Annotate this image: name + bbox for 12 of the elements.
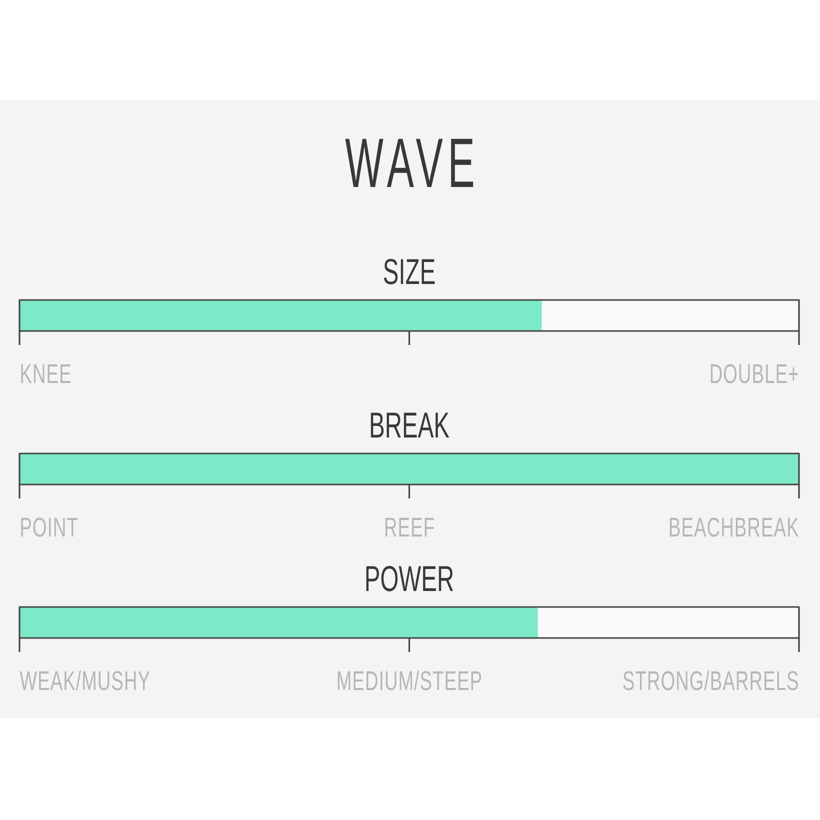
y-tick-label: SIZE	[384, 258, 435, 284]
annotation: BEACHBREAK	[670, 518, 799, 537]
y-tick-label: POWER	[366, 566, 454, 592]
annotation: KNEE	[21, 364, 71, 383]
annotation: DOUBLE+	[710, 364, 798, 384]
text: WEAK/MUSHY	[20, 670, 150, 690]
chart-title: WAVE	[345, 138, 474, 187]
text: MEDIUM/STEEP	[338, 670, 482, 690]
y-tick-label: BREAK	[370, 412, 450, 438]
annotation: REEF	[385, 518, 434, 536]
text: STRONG/BARRELS	[623, 670, 798, 690]
annotation: POINT	[21, 518, 78, 537]
